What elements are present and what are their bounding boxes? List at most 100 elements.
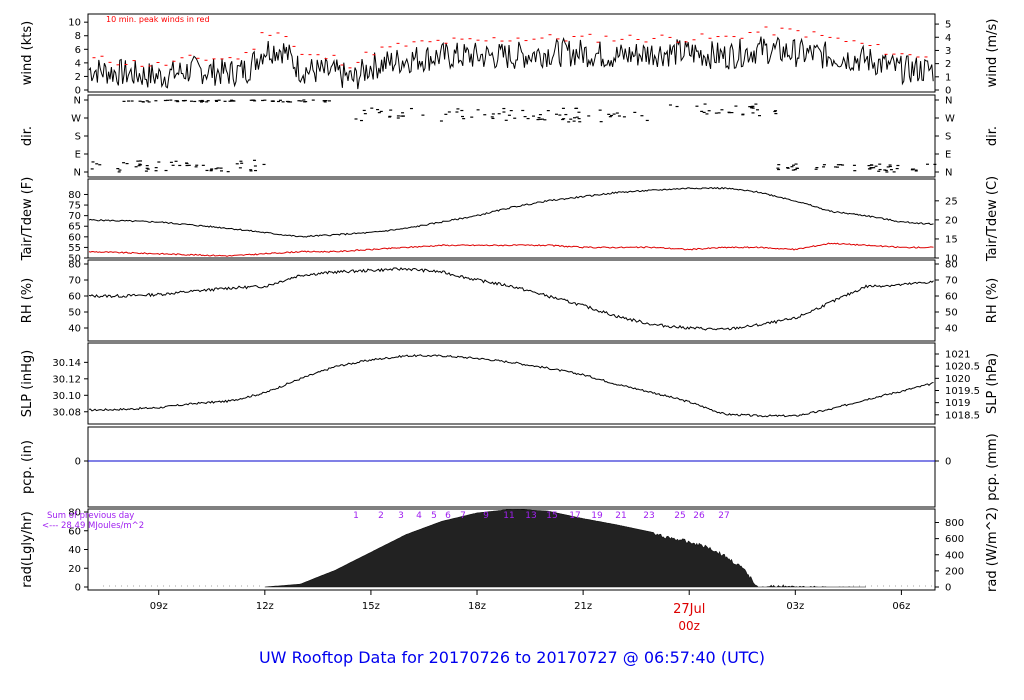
dir-ytick-label: W <box>71 114 81 125</box>
x-tick-label: 06z <box>892 601 910 612</box>
dir-ytick-label: N <box>74 96 81 107</box>
temp-ytick-label: 50 <box>68 254 81 265</box>
rad-ytick-label: 60 <box>68 526 81 537</box>
dir-ylabel: dir. <box>20 126 35 146</box>
air-temperature-line <box>88 186 934 238</box>
solar-hour-label: 13 <box>525 511 536 521</box>
rh-y2tick-label: 70 <box>945 276 958 287</box>
rad-y2tick-label: 600 <box>945 534 964 545</box>
rad-ytick-label: 0 <box>75 583 81 594</box>
dir-y2tick-label: N <box>945 168 952 179</box>
slp-y2tick-label: 1020 <box>945 374 970 385</box>
solar-hour-label: 5 <box>431 511 437 521</box>
wind-y2tick-label: 0 <box>945 86 951 97</box>
rh-y2tick-label: 80 <box>945 260 958 271</box>
solar-radiation-area <box>264 508 866 588</box>
wind-speed-line <box>88 36 934 90</box>
wind-ytick-label: 10 <box>68 18 81 29</box>
temp-ytick-label: 75 <box>68 201 81 212</box>
wind-y2tick-label: 3 <box>945 46 951 57</box>
solar-hour-label: 23 <box>643 511 654 521</box>
rh-y2tick-label: 60 <box>945 292 958 303</box>
temp-ytick-label: 60 <box>68 232 81 243</box>
dir-y2label: dir. <box>985 126 1000 146</box>
temp-ytick-label: 55 <box>68 243 81 254</box>
solar-hour-label: 11 <box>503 511 514 521</box>
rad-y2tick-label: 0 <box>945 583 951 594</box>
solar-hour-label: 6 <box>445 511 451 521</box>
solar-hour-label: 17 <box>569 511 580 521</box>
slp-ytick-label: 30.08 <box>52 407 81 418</box>
rh-ytick-label: 40 <box>68 324 81 335</box>
wind-y2tick-label: 4 <box>945 33 951 44</box>
rh-panel-frame <box>87 259 936 342</box>
slp-y2tick-label: 1019 <box>945 398 970 409</box>
solar-hour-label: 4 <box>416 511 422 521</box>
solar-hour-label: 26 <box>693 511 705 521</box>
dir-y2tick-label: S <box>945 132 951 143</box>
rh-y2tick-label: 50 <box>945 308 958 319</box>
wind-y2label: wind (m/s) <box>985 19 1000 88</box>
solar-hour-label: 25 <box>674 511 685 521</box>
wind-ytick-label: 6 <box>75 45 81 56</box>
wind-ytick-label: 4 <box>75 58 81 69</box>
slp-y2tick-label: 1018.5 <box>945 410 980 421</box>
x-tick-label: 03z <box>786 601 804 612</box>
rh-ytick-label: 50 <box>68 308 81 319</box>
slp-panel-frame <box>87 342 936 425</box>
wind-panel-frame <box>87 13 936 93</box>
slp-ytick-label: 30.14 <box>52 358 81 369</box>
dewpoint-line <box>88 242 934 257</box>
rad-ytick-label: 80 <box>68 508 81 519</box>
pcp-y2label: pcp. (mm) <box>985 433 1000 500</box>
solar-hour-label: 1 <box>353 511 359 521</box>
wind-y2tick-label: 5 <box>945 20 951 31</box>
temp-y2label: Tair/Tdew (C) <box>985 176 1000 262</box>
x-date-label: 27Jul <box>673 602 705 617</box>
rh-y2label: RH (%) <box>985 278 1000 323</box>
temp-y2tick-label: 25 <box>945 196 958 207</box>
wind-ytick-label: 2 <box>75 72 81 83</box>
solar-hour-label: 21 <box>615 511 626 521</box>
pcp-panel-frame <box>87 426 936 508</box>
rad-y2label: rad (W/m^2) <box>985 507 1000 592</box>
rad-y2tick-label: 800 <box>945 518 964 529</box>
solar-hour-label: 7 <box>460 511 466 521</box>
slp-y2tick-label: 1020.5 <box>945 362 980 373</box>
dir-ytick-label: N <box>74 168 81 179</box>
temp-panel-frame <box>87 178 936 259</box>
chart-footer-title: UW Rooftop Data for 20170726 to 20170727… <box>258 648 766 667</box>
solar-hour-label: 3 <box>398 511 404 521</box>
rad-ytick-label: 20 <box>68 564 81 575</box>
temp-ytick-label: 80 <box>68 190 81 201</box>
rh-ytick-label: 70 <box>68 276 81 287</box>
solar-hour-label: 19 <box>591 511 603 521</box>
wind-peak-annotation: 10 min. peak winds in red <box>106 15 210 24</box>
relative-humidity-line <box>88 267 934 331</box>
temp-ytick-label: 65 <box>68 222 81 233</box>
x-tick-label: 21z <box>574 601 592 612</box>
dir-ytick-label: E <box>75 150 81 161</box>
x-tick-label: 00z <box>678 619 700 633</box>
rad-y2tick-label: 200 <box>945 566 964 577</box>
pcp-ylabel: pcp. (in) <box>20 440 35 494</box>
x-tick-label: 15z <box>362 601 380 612</box>
dir-panel-frame <box>87 94 936 178</box>
slp-y2label: SLP (hPa) <box>985 353 1000 414</box>
pcp-ytick-label: 0 <box>75 457 81 468</box>
pcp-y2tick-label: 0 <box>945 457 951 468</box>
slp-ylabel: SLP (inHg) <box>20 350 35 418</box>
dir-ytick-label: S <box>75 132 81 143</box>
wind-ytick-label: 8 <box>75 31 81 42</box>
x-tick-label: 18z <box>468 601 486 612</box>
dir-y2tick-label: N <box>945 96 952 107</box>
rad-ytick-label: 40 <box>68 545 81 556</box>
radiation-sum-note: Sum of previous day <box>47 511 134 521</box>
solar-hour-label: 27 <box>718 511 729 521</box>
x-tick-label: 09z <box>150 601 168 612</box>
slp-y2tick-label: 1021 <box>945 350 970 361</box>
rh-ylabel: RH (%) <box>20 278 35 323</box>
radiation-sum-value: <--- 28.49 MJoules/m^2 <box>42 521 144 531</box>
temp-ylabel: Tair/Tdew (F) <box>20 177 35 262</box>
